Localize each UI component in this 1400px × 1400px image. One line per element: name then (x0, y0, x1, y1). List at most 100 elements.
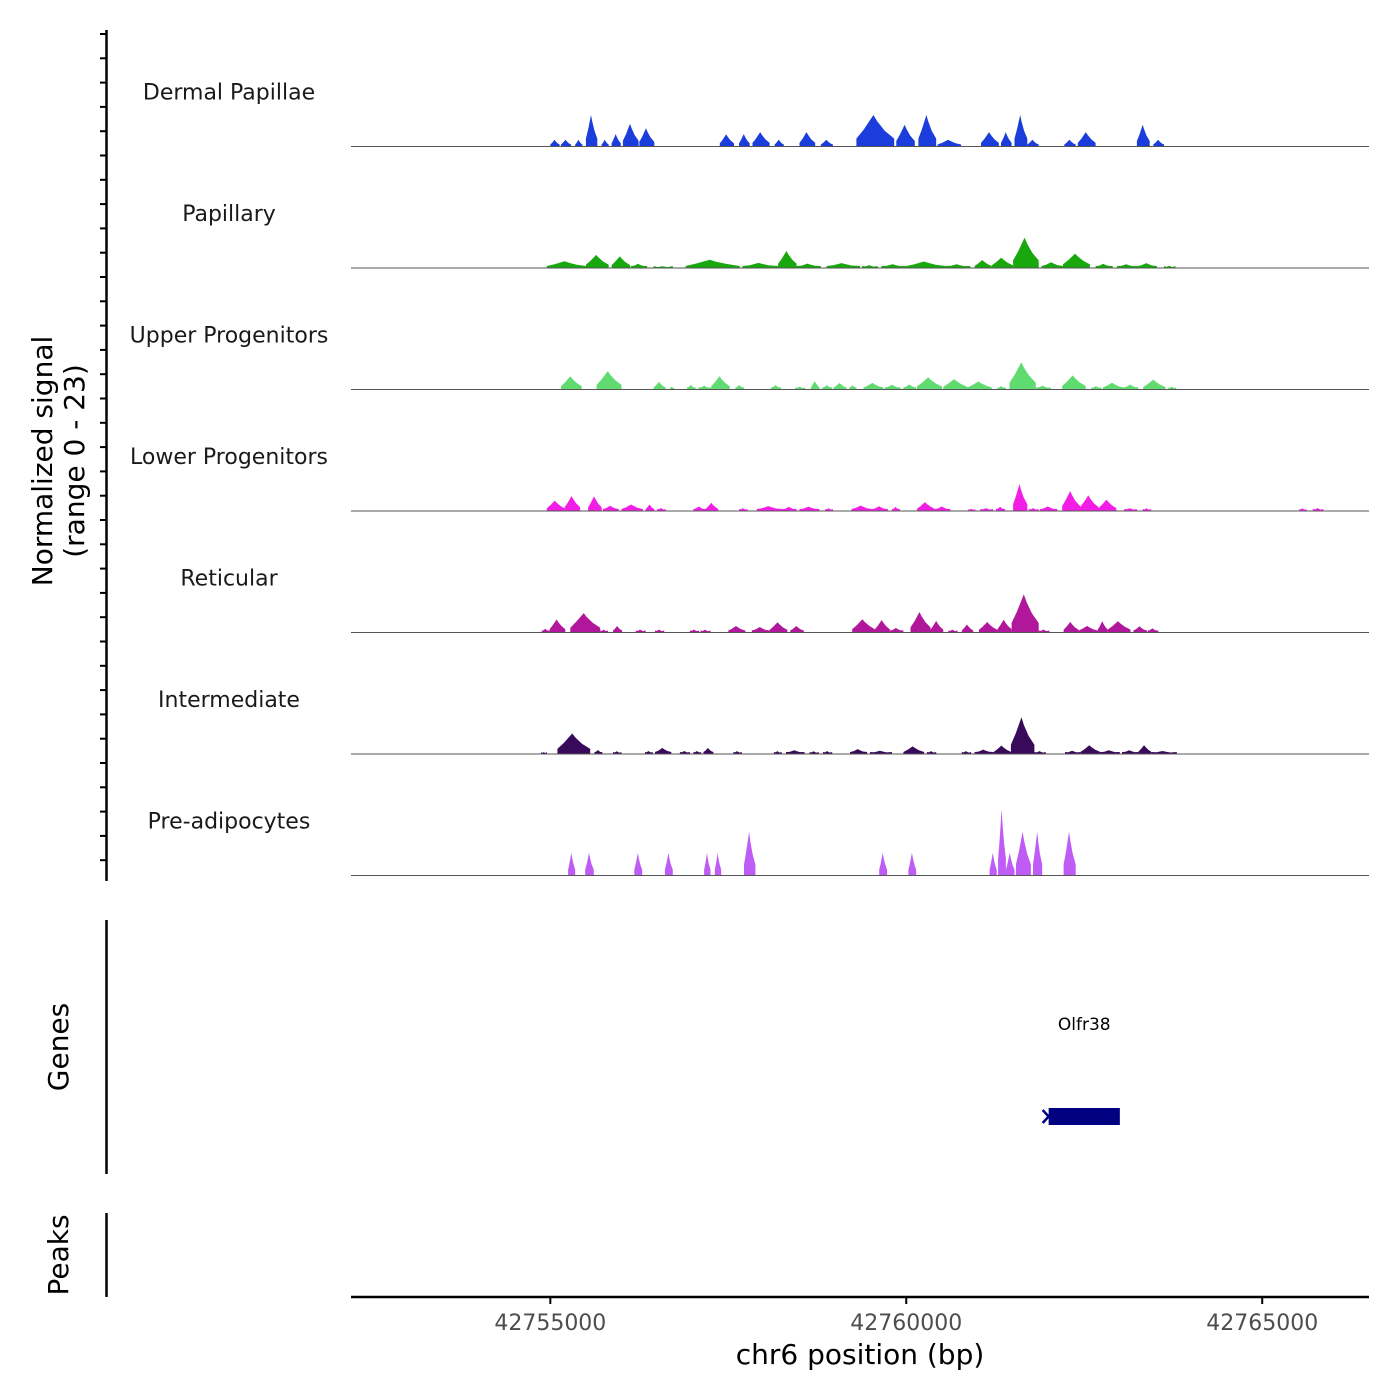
signal-region (918, 115, 937, 147)
track-label: Pre-adipocytes (148, 810, 311, 835)
signal-region (773, 751, 782, 754)
signal-region (693, 506, 706, 511)
signal-region (733, 751, 742, 754)
track-lower-progenitors: Lower Progenitors (130, 445, 1369, 512)
signal-region (1137, 263, 1157, 268)
signal-region (870, 750, 892, 754)
signal-region (570, 613, 601, 633)
signal-region (600, 629, 608, 633)
signal-region (774, 139, 784, 147)
signal-region (1095, 263, 1113, 268)
signal-region (795, 386, 806, 390)
signal-region (669, 386, 675, 390)
signal-region (1011, 594, 1039, 633)
gene-track: Olfr38 (1041, 1015, 1120, 1125)
signal-region (1136, 124, 1150, 147)
signal-region (655, 629, 665, 633)
signal-region (1013, 484, 1028, 511)
signal-region (752, 132, 770, 147)
signal-region (1099, 750, 1120, 754)
signal-region (1117, 264, 1138, 268)
signal-region (809, 751, 819, 754)
signal-region (611, 134, 621, 147)
signal-region (634, 852, 643, 876)
signal-region (561, 139, 571, 147)
signal-region (892, 506, 900, 511)
signal-region (657, 508, 666, 511)
track-label: Intermediate (158, 688, 300, 713)
signal-region (1122, 750, 1139, 754)
signal-region (1151, 751, 1177, 754)
signal-region (744, 831, 756, 876)
signal-region (863, 382, 884, 390)
signal-region (645, 751, 653, 754)
signal-region (689, 629, 700, 633)
signal-region (810, 381, 820, 390)
signal-region (851, 505, 873, 511)
signal-region (1147, 628, 1159, 633)
signal-region (621, 504, 643, 511)
signal-region (1077, 132, 1096, 147)
signal-region (884, 384, 901, 390)
track-reticular: Reticular (180, 567, 1369, 633)
signal-region (786, 750, 805, 754)
signal-region (945, 264, 971, 268)
signal-region (872, 506, 888, 511)
signal-region (1040, 506, 1058, 511)
signal-region (1168, 386, 1177, 390)
signal-region (603, 505, 619, 511)
gene-strand-arrow (1041, 1109, 1051, 1124)
track-label: Reticular (180, 567, 278, 592)
signal-region (881, 264, 907, 268)
signal-region (974, 749, 994, 754)
signal-region (906, 261, 946, 268)
signal-region (557, 733, 591, 754)
signal-region (613, 626, 623, 633)
signal-region (549, 619, 566, 633)
signal-region (1014, 115, 1028, 147)
signal-region (967, 381, 992, 390)
track-dermal-papillae: Dermal Papillae (143, 81, 1369, 147)
signal-region (585, 254, 609, 268)
signal-region (820, 139, 833, 147)
signal-region (685, 259, 740, 268)
signal-region (981, 132, 999, 147)
signal-region (1063, 831, 1076, 876)
signal-region (596, 371, 622, 390)
signal-region (917, 377, 942, 390)
signal-region (917, 502, 935, 511)
signal-region (978, 622, 998, 633)
signal-region (594, 750, 603, 754)
signal-region (1138, 745, 1152, 754)
signal-region (1142, 508, 1152, 511)
x-axis-title: chr6 position (bp) (736, 1338, 985, 1371)
signal-region (655, 747, 672, 754)
track-papillary: Papillary (182, 202, 1369, 269)
signal-region (769, 622, 788, 633)
signal-region (635, 629, 646, 633)
signal-region (568, 852, 576, 876)
track-label: Papillary (182, 202, 276, 227)
signal-region (1009, 362, 1036, 390)
signal-region (1028, 508, 1039, 511)
signal-region (926, 751, 937, 754)
signal-region (1124, 508, 1137, 511)
signal-region (937, 139, 962, 147)
signal-region (546, 500, 565, 511)
signal-region (1038, 629, 1050, 633)
signal-region (1123, 384, 1139, 390)
gene-label: Olfr38 (1058, 1015, 1111, 1035)
signal-region (1080, 745, 1100, 754)
signal-region (541, 628, 550, 633)
signal-region (679, 751, 690, 754)
signal-region (930, 620, 944, 633)
signal-region (550, 139, 560, 147)
signal-region (993, 745, 1011, 754)
genes-track-title: Genes (42, 1003, 75, 1091)
signal-region (980, 508, 994, 511)
signal-region (756, 506, 783, 511)
signal-region (1164, 265, 1176, 268)
signal-region (742, 262, 779, 268)
y-axis-range: (range 0 - 23) (58, 364, 91, 558)
